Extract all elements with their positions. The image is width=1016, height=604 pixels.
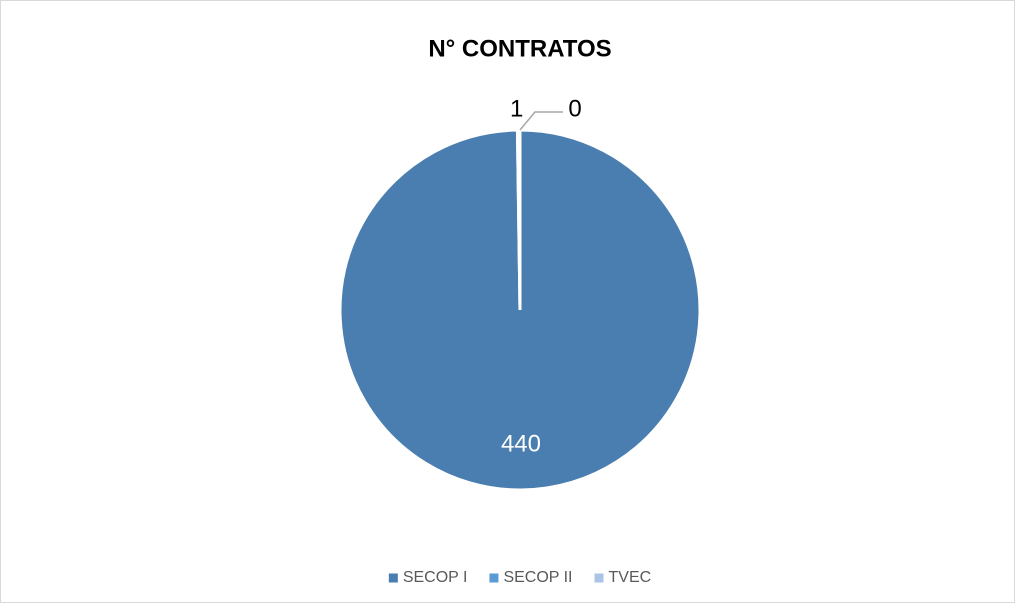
legend-label: SECOP I	[403, 569, 468, 586]
chart-title: N° CONTRATOS	[428, 35, 611, 62]
legend-label: SECOP II	[503, 569, 572, 586]
leader-line	[519, 111, 563, 131]
legend-label: TVEC	[609, 569, 652, 586]
data-label: 440	[501, 430, 541, 457]
legend-swatch	[388, 573, 398, 583]
legend-swatch	[594, 573, 604, 583]
data-label: 1	[510, 95, 523, 122]
data-label: 0	[568, 95, 581, 122]
legend-swatch	[489, 573, 499, 583]
